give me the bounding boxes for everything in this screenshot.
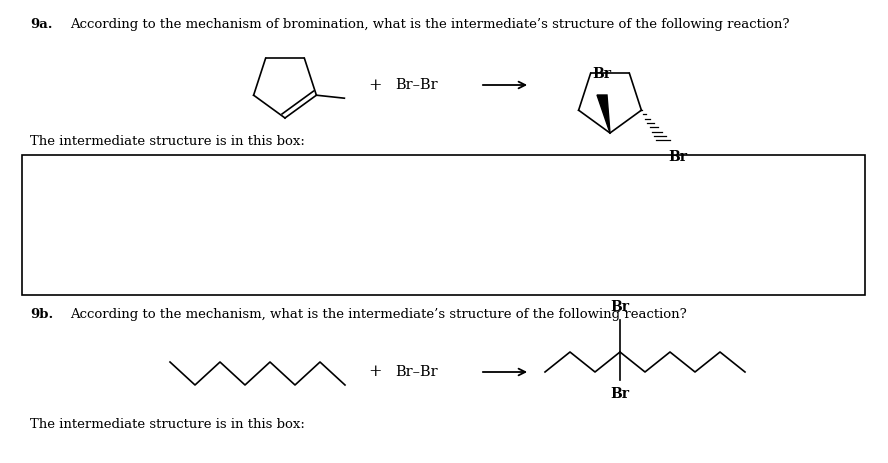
Text: According to the mechanism, what is the intermediate’s structure of the followin: According to the mechanism, what is the …	[70, 308, 686, 321]
Text: 9a.: 9a.	[30, 18, 52, 31]
Text: The intermediate structure is in this box:: The intermediate structure is in this bo…	[30, 135, 305, 148]
Text: Br–Br: Br–Br	[395, 78, 438, 92]
Text: Br: Br	[669, 150, 687, 164]
Text: Br: Br	[592, 67, 612, 81]
Text: The intermediate structure is in this box:: The intermediate structure is in this bo…	[30, 418, 305, 431]
Bar	[22, 155, 865, 295]
Text: 9b.: 9b.	[30, 308, 53, 321]
Polygon shape	[597, 95, 610, 133]
Text: Br: Br	[611, 387, 630, 401]
Text: Br–Br: Br–Br	[395, 365, 438, 379]
Text: +: +	[369, 363, 382, 381]
Text: According to the mechanism of bromination, what is the intermediate’s structure : According to the mechanism of brominatio…	[70, 18, 789, 31]
Text: Br: Br	[611, 300, 630, 314]
Text: +: +	[369, 76, 382, 94]
